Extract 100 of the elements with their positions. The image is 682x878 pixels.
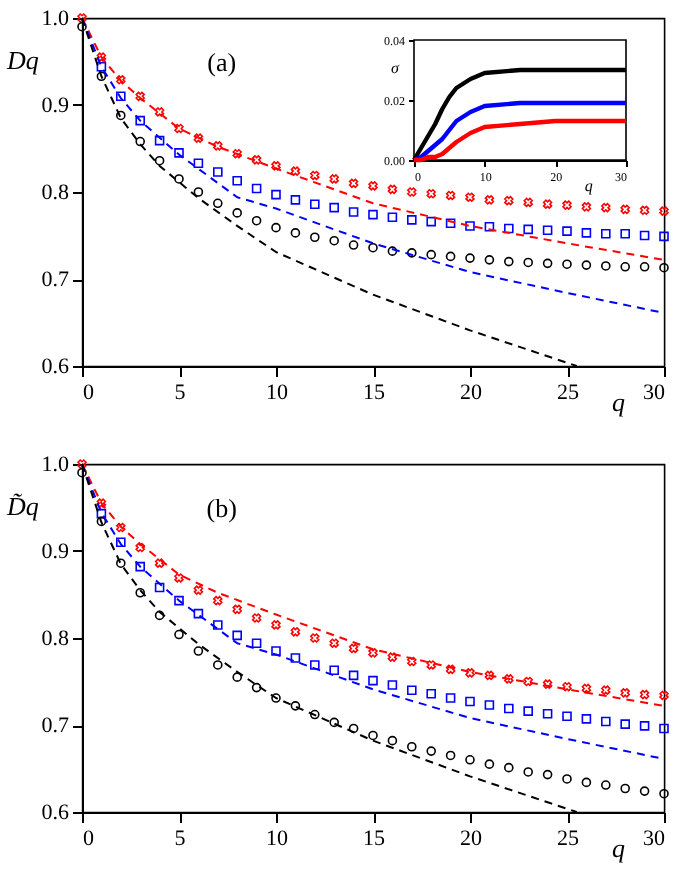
point — [213, 167, 223, 177]
point — [174, 573, 184, 583]
point — [135, 561, 145, 572]
point — [523, 767, 533, 777]
point — [96, 508, 107, 519]
point — [232, 175, 242, 186]
point — [271, 222, 281, 233]
point — [387, 246, 398, 256]
x-tick-label: 0 — [83, 827, 95, 851]
point — [251, 215, 262, 226]
point — [329, 638, 339, 648]
point — [601, 716, 611, 727]
point — [96, 61, 107, 72]
point — [562, 774, 572, 784]
point — [465, 221, 475, 231]
point — [562, 226, 572, 236]
x-axis-title: q — [611, 387, 626, 417]
point — [310, 709, 320, 720]
point — [174, 148, 184, 158]
point — [601, 202, 611, 213]
point — [542, 708, 553, 719]
x-tick-label: 5 — [174, 381, 187, 405]
line-series — [411, 100, 629, 163]
point — [271, 620, 281, 630]
point — [484, 700, 495, 710]
point — [232, 604, 242, 615]
point — [154, 107, 165, 117]
y-tick-label: 1.0 — [41, 453, 70, 477]
point — [504, 762, 514, 773]
y-axis-title: σ — [391, 59, 402, 77]
point — [290, 166, 301, 176]
point — [77, 13, 87, 23]
point — [251, 613, 262, 623]
point — [232, 148, 242, 159]
point — [407, 187, 417, 197]
point — [77, 459, 87, 469]
point — [368, 730, 378, 741]
point — [77, 21, 87, 32]
y-axis-title: D̃q — [5, 490, 40, 521]
point — [77, 467, 87, 478]
point — [154, 558, 165, 568]
point — [135, 91, 145, 102]
point — [271, 189, 281, 200]
point — [484, 222, 495, 232]
annotation: (b) — [206, 493, 237, 524]
point — [116, 110, 126, 121]
point — [426, 746, 436, 756]
x-tick-label: 5 — [174, 827, 187, 851]
x-axis-title: q — [611, 833, 626, 863]
point — [271, 693, 281, 703]
point — [290, 701, 301, 711]
x-tick-label: 15 — [363, 827, 386, 851]
point — [639, 230, 650, 241]
x-tick-label: 10 — [266, 827, 289, 851]
point — [368, 648, 378, 658]
point — [271, 646, 281, 656]
point — [116, 522, 126, 533]
point — [639, 205, 650, 216]
x-tick-label: 20 — [460, 381, 483, 405]
point — [232, 208, 242, 218]
point — [504, 256, 514, 267]
point — [116, 75, 126, 85]
point — [96, 516, 107, 527]
y-tick-label: 0.8 — [41, 181, 70, 205]
point — [581, 777, 592, 788]
point — [465, 668, 475, 678]
point — [348, 178, 359, 189]
point — [368, 181, 378, 191]
point — [368, 675, 378, 686]
point — [387, 652, 398, 662]
y-axis-title: Dq — [5, 44, 40, 75]
point — [251, 183, 262, 194]
point — [465, 755, 475, 765]
point — [116, 537, 126, 548]
point — [116, 91, 126, 102]
point — [174, 174, 184, 184]
point — [581, 228, 592, 238]
point — [445, 251, 456, 262]
point — [348, 240, 359, 250]
point — [542, 258, 553, 269]
point — [290, 228, 301, 238]
point — [542, 679, 553, 689]
point — [135, 587, 145, 598]
point — [348, 643, 359, 654]
point — [232, 630, 242, 641]
point — [620, 719, 630, 729]
point — [251, 155, 262, 165]
point — [329, 174, 339, 184]
point — [174, 629, 184, 640]
point — [387, 184, 398, 195]
point — [193, 646, 204, 656]
y-tick-label: 0.8 — [41, 627, 70, 651]
point — [659, 723, 669, 734]
point — [96, 71, 107, 82]
point — [426, 216, 436, 227]
point — [290, 195, 301, 205]
point — [581, 683, 592, 694]
point — [426, 688, 436, 699]
point — [542, 225, 553, 236]
point — [96, 52, 107, 62]
